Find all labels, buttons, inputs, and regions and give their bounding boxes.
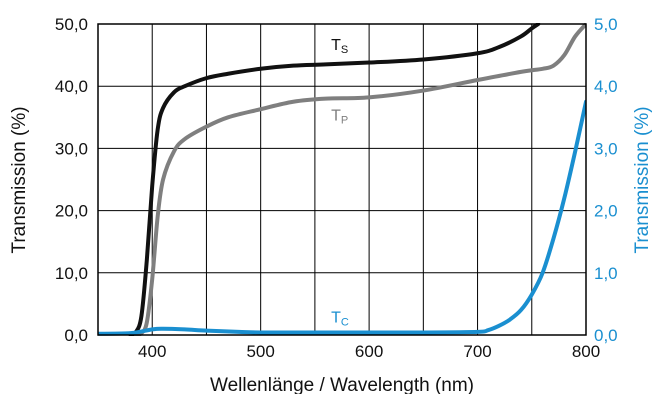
- y-tick-label-left: 30,0: [55, 139, 88, 158]
- y-tick-label-left: 0,0: [64, 326, 88, 345]
- series-label-ts: TS: [331, 37, 348, 56]
- y-tick-label-right: 4,0: [594, 77, 618, 96]
- y-tick-label-right: 3,0: [594, 139, 618, 158]
- y-axis-label-right: Transmission (%): [632, 106, 653, 253]
- x-axis-label: Wellenlänge / Wavelength (nm): [210, 375, 474, 394]
- y-tick-label-left: 50,0: [55, 15, 88, 34]
- series-labels: TS TP TC: [331, 37, 349, 328]
- left-axis-ticks: 0,0 10,0 20,0 30,0 40,0 50,0: [55, 15, 88, 345]
- y-tick-label-left: 40,0: [55, 77, 88, 96]
- x-tick-label: 700: [463, 342, 491, 361]
- x-tick-label: 500: [246, 342, 274, 361]
- series-line-tp: [133, 23, 586, 336]
- plot-frame: [97, 23, 587, 336]
- series-label-tp: TP: [331, 107, 348, 126]
- series-label-tc: TC: [331, 310, 349, 329]
- x-tick-label: 800: [572, 342, 600, 361]
- grid: [97, 23, 587, 336]
- series-layer: [98, 23, 586, 336]
- series-line-tc: [98, 99, 586, 336]
- y-tick-label-left: 10,0: [55, 264, 88, 283]
- y-tick-label-right: 0,0: [594, 326, 618, 345]
- y-tick-label-right: 1,0: [594, 264, 618, 283]
- right-axis-ticks: 0,0 1,0 2,0 3,0 4,0 5,0: [594, 15, 618, 345]
- x-tick-label: 400: [138, 342, 166, 361]
- x-tick-label: 600: [355, 342, 383, 361]
- y-tick-label-left: 20,0: [55, 202, 88, 221]
- y-axis-label-left: Transmission (%): [9, 106, 30, 253]
- y-tick-label-right: 2,0: [594, 202, 618, 221]
- y-tick-label-right: 5,0: [594, 15, 618, 34]
- series-line-ts: [128, 23, 541, 336]
- x-axis-ticks: 400 500 600 700 800: [138, 342, 600, 361]
